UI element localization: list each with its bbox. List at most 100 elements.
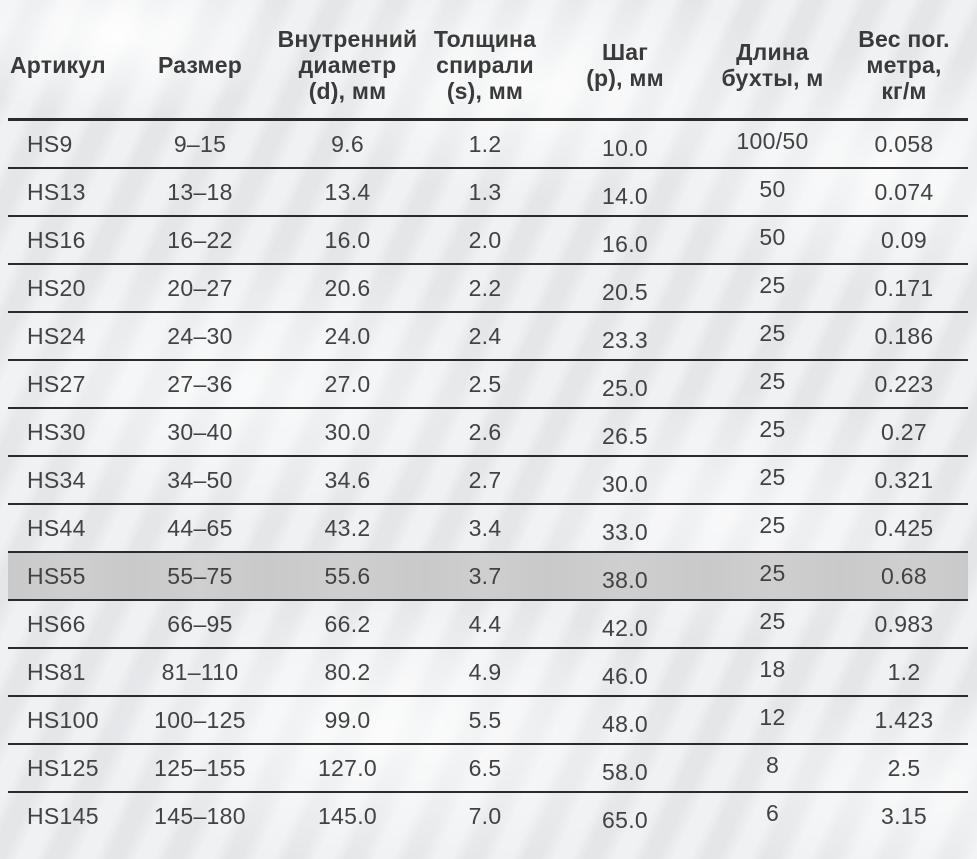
cell-value: 58.0 (602, 758, 648, 785)
cell-inner_diameter: 24.0 (270, 312, 425, 361)
cell-article: HS125 (8, 744, 130, 793)
cell-coil_length: 25 (705, 552, 840, 601)
cell-value: 18 (759, 655, 786, 682)
cell-value: 13–18 (167, 178, 233, 205)
cell-value: 0.223 (874, 370, 934, 397)
cell-inner_diameter: 20.6 (270, 264, 425, 313)
cell-pitch: 14.0 (545, 168, 705, 217)
cell-coil_length: 25 (705, 264, 840, 313)
cell-value: 125–155 (154, 754, 246, 781)
cell-value: 25 (759, 319, 786, 346)
cell-spiral_thickness: 4.9 (425, 648, 545, 697)
cell-size: 13–18 (130, 168, 270, 217)
cell-value: 1.2 (468, 130, 502, 157)
cell-coil_length: 50 (705, 216, 840, 265)
cell-spiral_thickness: 2.0 (425, 216, 545, 265)
cell-coil_length: 25 (705, 360, 840, 409)
cell-article: HS16 (8, 216, 130, 265)
cell-inner_diameter: 34.6 (270, 456, 425, 505)
cell-value: 2.2 (468, 274, 502, 301)
cell-article: HS27 (8, 360, 130, 409)
cell-weight_per_meter: 0.321 (840, 456, 968, 505)
cell-value: 0.186 (874, 322, 934, 349)
cell-size: 9–15 (130, 119, 270, 169)
hose-spec-table: Артикул Размер Внутренний диаметр (d), м… (8, 0, 968, 839)
cell-pitch: 46.0 (545, 648, 705, 697)
cell-spiral_thickness: 2.2 (425, 264, 545, 313)
cell-size: 34–50 (130, 456, 270, 505)
cell-value: 30.0 (324, 418, 371, 445)
cell-coil_length: 25 (705, 456, 840, 505)
table-row: HS16 16–22 16.0 2.0 16.0 50 0.09 (8, 216, 968, 265)
cell-size: 81–110 (130, 648, 270, 697)
cell-spiral_thickness: 1.2 (425, 119, 545, 169)
cell-value: 38.0 (602, 566, 648, 593)
cell-weight_per_meter: 0.09 (840, 216, 968, 265)
cell-value: 50 (759, 223, 786, 250)
cell-value: 25 (759, 415, 786, 442)
cell-value: 2.5 (887, 754, 921, 781)
cell-value: 0.171 (874, 274, 934, 301)
table-row: HS100 100–125 99.0 5.5 48.0 12 1.423 (8, 696, 968, 745)
cell-value: 34.6 (324, 466, 371, 493)
cell-size: 27–36 (130, 360, 270, 409)
cell-coil_length: 100/50 (705, 119, 840, 169)
cell-spiral_thickness: 4.4 (425, 600, 545, 649)
table-row: HS27 27–36 27.0 2.5 25.0 25 0.223 (8, 360, 968, 409)
cell-value: HS81 (27, 658, 86, 685)
cell-weight_per_meter: 1.423 (840, 696, 968, 745)
cell-value: 25 (759, 559, 786, 586)
cell-article: HS13 (8, 168, 130, 217)
cell-value: 0.058 (874, 130, 934, 157)
table-row: HS125 125–155 127.0 6.5 58.0 8 2.5 (8, 744, 968, 793)
cell-weight_per_meter: 0.425 (840, 504, 968, 553)
cell-value: 9–15 (173, 130, 227, 157)
cell-article: HS44 (8, 504, 130, 553)
cell-value: 3.7 (468, 562, 502, 589)
cell-value: 3.4 (468, 514, 502, 541)
cell-size: 125–155 (130, 744, 270, 793)
cell-value: 66–95 (167, 610, 233, 637)
cell-value: HS66 (27, 610, 86, 637)
cell-coil_length: 25 (705, 504, 840, 553)
cell-spiral_thickness: 2.7 (425, 456, 545, 505)
cell-value: HS13 (27, 178, 86, 205)
cell-value: 30.0 (602, 470, 648, 497)
cell-value: 42.0 (602, 614, 648, 641)
cell-value: 0.09 (881, 226, 927, 253)
cell-pitch: 25.0 (545, 360, 705, 409)
cell-coil_length: 25 (705, 312, 840, 361)
cell-size: 66–95 (130, 600, 270, 649)
cell-value: 99.0 (324, 706, 371, 733)
cell-spiral_thickness: 2.5 (425, 360, 545, 409)
column-header-coil-length: Длина бухты, м (705, 0, 840, 121)
cell-article: HS30 (8, 408, 130, 457)
cell-weight_per_meter: 3.15 (840, 792, 968, 839)
cell-value: HS125 (27, 754, 99, 781)
column-header-weight: Вес пог. метра, кг/м (840, 0, 968, 121)
cell-value: 6.5 (468, 754, 502, 781)
cell-article: HS9 (8, 119, 130, 169)
cell-value: 7.0 (468, 802, 502, 829)
cell-size: 44–65 (130, 504, 270, 553)
cell-value: 25 (759, 607, 786, 634)
table-body: HS9 9–15 9.6 1.2 10.0 100/50 0.058 HS13 13–18 13.… (8, 119, 968, 840)
table-row: HS44 44–65 43.2 3.4 33.0 25 0.425 (8, 504, 968, 553)
cell-coil_length: 25 (705, 600, 840, 649)
cell-pitch: 20.5 (545, 264, 705, 313)
cell-value: 55–75 (167, 562, 233, 589)
cell-value: 16.0 (602, 230, 648, 257)
cell-spiral_thickness: 6.5 (425, 744, 545, 793)
table-row: HS9 9–15 9.6 1.2 10.0 100/50 0.058 (8, 119, 968, 169)
cell-value: 24.0 (324, 322, 371, 349)
cell-value: 2.6 (468, 418, 502, 445)
table-header: Артикул Размер Внутренний диаметр (d), м… (8, 0, 968, 121)
column-header-size: Размер (130, 0, 270, 121)
cell-inner_diameter: 13.4 (270, 168, 425, 217)
column-header-pitch: Шаг (p), мм (545, 0, 705, 121)
cell-value: 34–50 (167, 466, 233, 493)
cell-pitch: 23.3 (545, 312, 705, 361)
cell-article: HS145 (8, 792, 130, 839)
cell-coil_length: 50 (705, 168, 840, 217)
cell-value: 20.5 (602, 278, 648, 305)
